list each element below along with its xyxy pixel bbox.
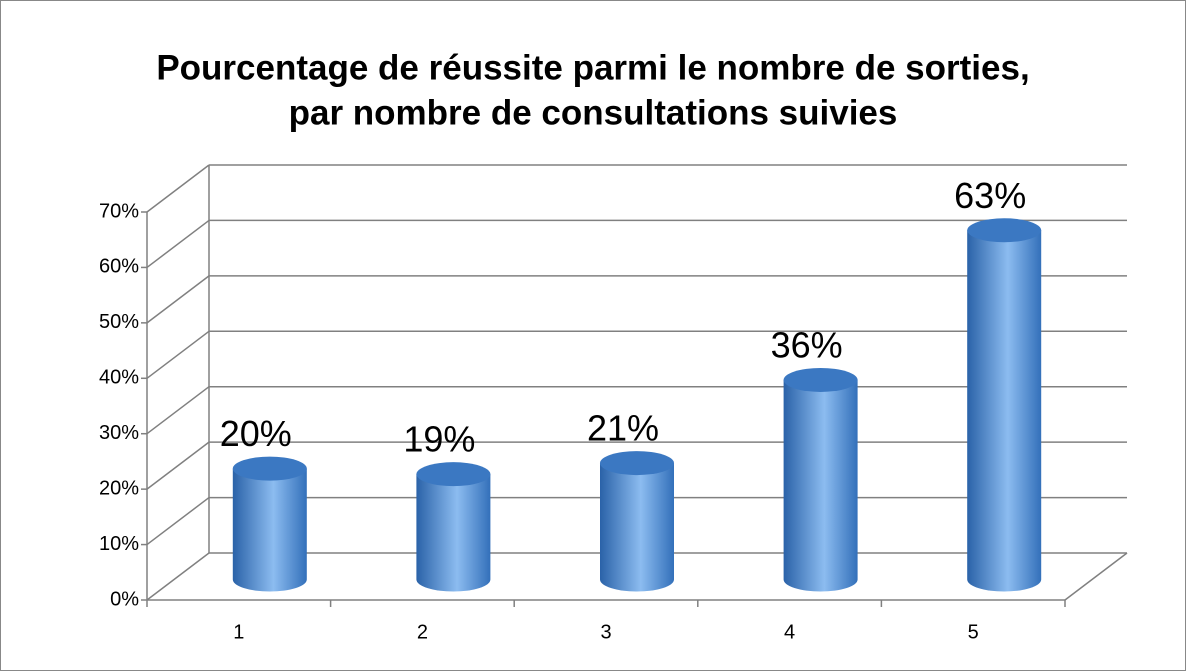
- bar-top: [232, 456, 307, 481]
- y-tick-label: 10%: [99, 533, 139, 555]
- bar: [967, 218, 1042, 592]
- x-tick-label: 2: [417, 621, 428, 643]
- chart-title: par nombre de consultations suivies: [289, 93, 898, 132]
- x-tick-label: 3: [600, 621, 611, 643]
- bar: [783, 367, 858, 592]
- x-tick-label: 4: [784, 621, 795, 643]
- grid-line: [146, 386, 210, 435]
- y-tick-label: 30%: [99, 422, 139, 444]
- chart-title: Pourcentage de réussite parmi le nombre …: [156, 48, 1029, 87]
- bar: [416, 462, 491, 592]
- grid-line: [146, 219, 210, 269]
- value-label: 21%: [587, 408, 659, 449]
- bar-top: [416, 462, 491, 487]
- value-label: 63%: [954, 175, 1026, 216]
- grid-line: [146, 164, 210, 213]
- bar: [232, 456, 307, 592]
- bar: [600, 451, 674, 592]
- bar-top: [783, 367, 858, 392]
- grid-line: [146, 441, 210, 490]
- bar-body: [416, 474, 491, 592]
- floor-edge: [1064, 552, 1128, 601]
- grid-line: [146, 330, 210, 379]
- x-tick-label: 5: [968, 621, 979, 643]
- y-tick-label: 20%: [99, 477, 139, 499]
- bar-body: [600, 463, 674, 592]
- bar-body: [967, 230, 1042, 592]
- bar-top: [600, 451, 674, 476]
- y-tick-label: 70%: [99, 200, 139, 222]
- grid-line: [146, 275, 210, 324]
- y-tick-label: 40%: [99, 367, 139, 389]
- bar-body: [783, 379, 858, 592]
- x-tick-label: 1: [233, 621, 244, 643]
- value-label: 19%: [403, 419, 475, 460]
- value-label: 20%: [220, 413, 292, 454]
- y-tick-label: 60%: [99, 256, 139, 278]
- y-tick-label: 0%: [110, 588, 139, 610]
- value-label: 36%: [771, 324, 843, 365]
- bar-top: [967, 218, 1042, 243]
- y-tick-label: 50%: [99, 311, 139, 333]
- grid-line: [146, 496, 210, 546]
- bar-body: [232, 468, 307, 592]
- grid-line: [146, 552, 210, 601]
